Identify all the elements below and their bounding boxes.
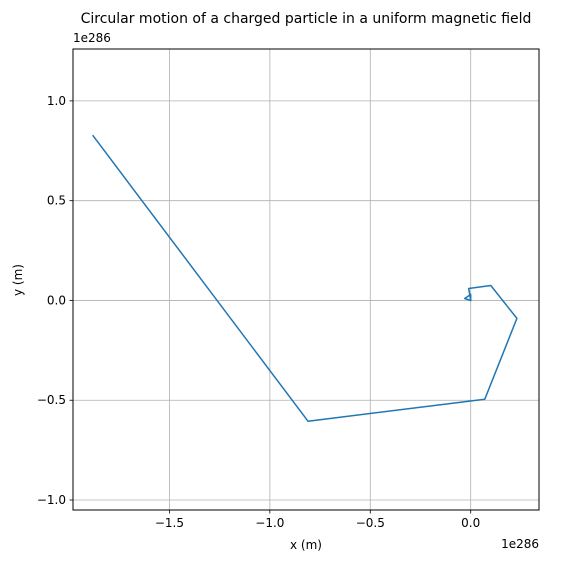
x-tick-label: 0.0: [461, 516, 480, 530]
y-tick-label: 0.5: [47, 194, 66, 208]
y-offset-text: 1e286: [73, 31, 111, 45]
y-tick-label: 1.0: [47, 94, 66, 108]
grid-layer: [73, 49, 539, 510]
chart-title: Circular motion of a charged particle in…: [81, 11, 532, 27]
tick-layer: −1.5 −1.0 −0.5 0.0 1.0 0.5 0.0 −0.5 −1.0: [37, 94, 480, 530]
trajectory-line: [92, 134, 518, 422]
y-tick-label: −1.0: [37, 493, 66, 507]
x-tick-label: −1.0: [255, 516, 284, 530]
x-tick-label: −0.5: [356, 516, 385, 530]
x-offset-text: 1e286: [501, 537, 539, 551]
y-tick-label: 0.0: [47, 293, 66, 307]
series-layer: [92, 134, 518, 422]
x-axis-label: x (m): [290, 538, 322, 552]
y-axis-label: y (m): [11, 264, 25, 296]
plot-frame: [72, 48, 540, 511]
y-tick-label: −0.5: [37, 393, 66, 407]
x-tick-label: −1.5: [155, 516, 184, 530]
